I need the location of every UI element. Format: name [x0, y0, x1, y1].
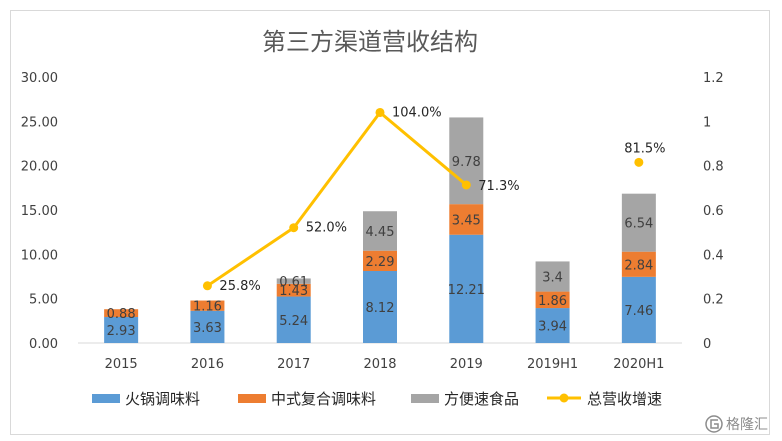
right-tick-label: 0.8: [703, 160, 724, 175]
legend-swatch: [411, 394, 439, 403]
bar-segment: [363, 250, 397, 272]
left-tick-label: 25.00: [21, 115, 58, 130]
gelonghui-logo-icon: [705, 415, 723, 433]
legend-swatch-marker: [559, 393, 569, 403]
left-axis-ticks: 0.00 5.00 10.00 15.00 20.00 25.00 30.00: [21, 71, 58, 352]
growth-label: 71.3%: [478, 179, 519, 194]
bar-segment: [621, 251, 656, 277]
bar-segment: [190, 300, 225, 311]
bar-segment: [449, 117, 484, 205]
growth-point: [375, 107, 385, 117]
right-tick-label: 1: [703, 115, 711, 130]
right-tick-label: 0.2: [703, 293, 724, 308]
segment-label: 5.24: [279, 314, 308, 329]
growth-label: 52.0%: [306, 221, 347, 236]
segment-label: 3.45: [452, 213, 481, 228]
growth-point: [202, 281, 212, 291]
segment-label: 0.88: [107, 307, 136, 322]
left-tick-label: 10.00: [21, 248, 58, 263]
segment-label: 3.63: [193, 321, 222, 336]
legend-label: 方便速食品: [444, 390, 519, 408]
x-tick-label: 2019H1: [527, 357, 578, 372]
left-tick-label: 30.00: [21, 71, 58, 86]
legend: 火锅调味料 中式复合调味料 方便速食品 总营收增速: [92, 390, 662, 408]
segment-label: 0.61: [279, 275, 308, 290]
growth-label: 81.5%: [624, 141, 665, 156]
x-tick-label: 2019: [450, 357, 483, 372]
bar-segment: [449, 204, 484, 235]
bar-segment: [535, 308, 570, 343]
bar-segment: [449, 234, 484, 343]
segment-label: 1.16: [193, 300, 222, 315]
segment-label: 7.46: [624, 304, 653, 319]
growth-label: 104.0%: [392, 105, 442, 120]
segment-label: 6.54: [624, 217, 653, 232]
x-tick-label: 2017: [277, 357, 310, 372]
legend-swatch: [238, 394, 266, 403]
bar-stack-group: [104, 117, 656, 343]
segment-label: 8.12: [366, 301, 395, 316]
growth-line: [206, 110, 468, 288]
bar-segment: [104, 317, 139, 343]
segment-label: 4.45: [366, 225, 395, 240]
legend-label: 总营收增速: [587, 390, 662, 408]
right-tick-label: 0.4: [703, 248, 724, 263]
watermark: 格隆汇: [705, 415, 768, 433]
left-tick-label: 20.00: [21, 160, 58, 175]
watermark-text: 格隆汇: [726, 417, 768, 433]
x-tick-label: 2018: [363, 357, 396, 372]
left-tick-label: 15.00: [21, 204, 58, 219]
segment-label: 1.86: [538, 294, 567, 309]
bar-segment: [363, 211, 397, 251]
segment-label: 2.29: [366, 255, 395, 270]
segment-label: 2.84: [624, 258, 653, 273]
segment-label: 2.93: [107, 324, 136, 339]
segment-label: 3.4: [542, 271, 563, 286]
left-tick-label: 5.00: [29, 293, 58, 308]
right-tick-label: 0.6: [703, 204, 724, 219]
right-axis-ticks: 0 0.2 0.4 0.6 0.8 1 1.2: [703, 71, 724, 352]
segment-label: 9.78: [452, 155, 481, 170]
left-tick-label: 0.00: [29, 337, 58, 352]
legend-swatch: [92, 394, 120, 403]
bar-segment: [621, 193, 656, 252]
segment-labels: 2.93 0.88 3.63 1.16 5.24 1.430.61 8.12 2.29 4.45…: [107, 155, 654, 339]
right-tick-label: 1.2: [703, 71, 724, 86]
right-tick-label: 0: [703, 337, 711, 352]
x-tick-label: 2020H1: [613, 357, 664, 372]
growth-point: [289, 223, 299, 233]
growth-line-group: 25.8% 52.0% 104.0% 71.3% 81.5%: [202, 105, 666, 294]
segment-label: 12.21: [448, 283, 485, 298]
bar-segment: [276, 278, 311, 284]
bar-segment: [535, 261, 570, 292]
bar-segment: [104, 309, 139, 318]
segment-label: 3.94: [538, 320, 567, 335]
x-axis-ticks: 2015 2016 2017 2018 2019 2019H1 2020H1: [105, 357, 665, 372]
chart-title: 第三方渠道营收结构: [262, 28, 478, 56]
bar-segment: [190, 310, 225, 343]
bar-segment: [276, 283, 311, 297]
growth-label: 25.8%: [219, 279, 260, 294]
legend-label: 中式复合调味料: [271, 390, 376, 408]
x-tick-label: 2016: [191, 357, 224, 372]
segment-label: 1.43: [279, 284, 308, 299]
bar-segment: [621, 276, 656, 343]
bar-segment: [363, 271, 397, 343]
bar-segment: [535, 291, 570, 309]
bar-segment: [276, 296, 311, 343]
growth-point: [634, 157, 644, 167]
legend-label: 火锅调味料: [125, 390, 200, 408]
x-tick-label: 2015: [105, 357, 138, 372]
growth-point: [461, 180, 471, 190]
chart-frame: [10, 10, 770, 435]
